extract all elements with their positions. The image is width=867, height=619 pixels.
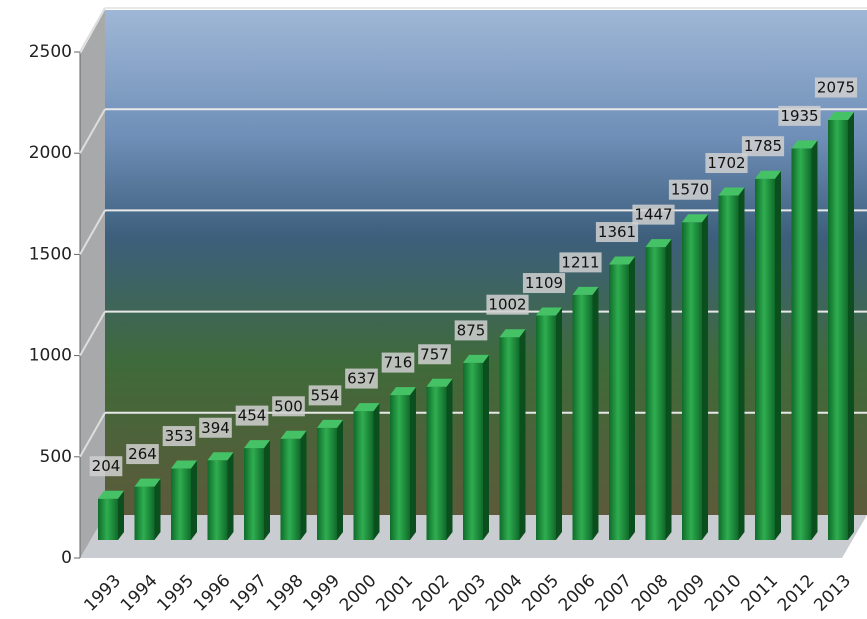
bar-side [739, 188, 745, 540]
value-label: 1785 [744, 137, 782, 155]
bar-side [775, 171, 781, 540]
x-tick-label: 2011 [737, 571, 782, 616]
bar-side [702, 214, 708, 540]
bar [573, 295, 593, 540]
bar-side [374, 403, 380, 540]
x-tick-label: 2009 [664, 571, 709, 616]
y-tick-label: 1000 [29, 346, 72, 366]
x-tick-label: 2008 [628, 571, 673, 616]
bar-side [301, 431, 307, 540]
bar [755, 179, 775, 540]
bar [171, 469, 191, 540]
bar-side [666, 239, 672, 540]
value-label: 353 [165, 427, 194, 445]
value-label: 875 [457, 321, 486, 339]
y-tick-label: 500 [40, 447, 72, 467]
bar-side [629, 257, 635, 540]
bar [135, 487, 155, 540]
bar [317, 428, 337, 540]
bar-side [410, 387, 416, 540]
value-label: 1570 [671, 181, 709, 199]
y-tick-label: 0 [61, 548, 72, 568]
bar-side [264, 440, 270, 540]
value-label: 1702 [707, 154, 745, 172]
bar [719, 196, 739, 540]
x-tick-label: 1994 [117, 571, 162, 616]
value-label: 1447 [634, 206, 672, 224]
bar [792, 148, 812, 540]
x-tick-label: 1997 [226, 571, 271, 616]
value-label: 716 [384, 354, 413, 372]
bar-side [118, 491, 124, 540]
value-label: 394 [201, 419, 230, 437]
x-tick-label: 2012 [774, 571, 819, 616]
bar [98, 499, 118, 540]
bar-side [447, 379, 453, 540]
value-label: 1109 [525, 274, 563, 292]
x-tick-label: 2002 [409, 571, 454, 616]
bar [354, 411, 374, 540]
bar [281, 439, 301, 540]
bar-side [191, 461, 197, 540]
bar [244, 448, 264, 540]
bar-side [593, 287, 599, 540]
value-label: 500 [274, 397, 303, 415]
value-label: 637 [347, 370, 376, 388]
y-tick-label: 1500 [29, 244, 72, 264]
x-tick-label: 1995 [153, 571, 198, 616]
bar [500, 337, 520, 540]
x-tick-label: 1993 [80, 571, 125, 616]
chart: 0 500 1000 1500 2000 2500 19931994199519961997… [0, 0, 867, 619]
bar [463, 363, 483, 540]
x-tick-label: 2005 [518, 571, 563, 616]
bar-side [155, 479, 161, 540]
x-tick-label: 2004 [482, 571, 527, 616]
value-label: 454 [238, 407, 267, 425]
x-tick-label: 1996 [190, 571, 235, 616]
value-label: 1935 [780, 107, 818, 125]
bar-side [483, 355, 489, 540]
x-tick-label: 2007 [591, 571, 636, 616]
bar [390, 395, 410, 540]
x-tick-label: 1998 [263, 571, 308, 616]
value-label: 554 [311, 386, 340, 404]
value-label: 1211 [561, 253, 599, 271]
x-tick-label: 2010 [701, 571, 746, 616]
bar [682, 222, 702, 540]
x-tick-label: 2003 [445, 571, 490, 616]
value-label: 2075 [817, 79, 855, 97]
bar [646, 247, 666, 540]
bar [208, 460, 228, 540]
value-label: 264 [128, 445, 157, 463]
value-label: 757 [420, 345, 449, 363]
bar-side [228, 452, 234, 540]
bar-side [520, 329, 526, 540]
bar-side [848, 112, 854, 540]
y-tick-label: 2500 [29, 42, 72, 62]
value-label: 1361 [598, 223, 636, 241]
bar-side [337, 420, 343, 540]
bar [609, 265, 629, 540]
value-label: 1002 [488, 296, 526, 314]
y-tick-label: 2000 [29, 143, 72, 163]
x-tick-label: 2001 [372, 571, 417, 616]
x-tick-label: 2013 [810, 571, 855, 616]
bar [536, 316, 556, 540]
bar-side [556, 308, 562, 540]
x-tick-label: 2000 [336, 571, 381, 616]
bar [828, 120, 848, 540]
bar-side [812, 140, 818, 540]
bar [427, 387, 447, 540]
value-label: 204 [92, 457, 121, 475]
x-tick-label: 2006 [555, 571, 600, 616]
x-tick-label: 1999 [299, 571, 344, 616]
